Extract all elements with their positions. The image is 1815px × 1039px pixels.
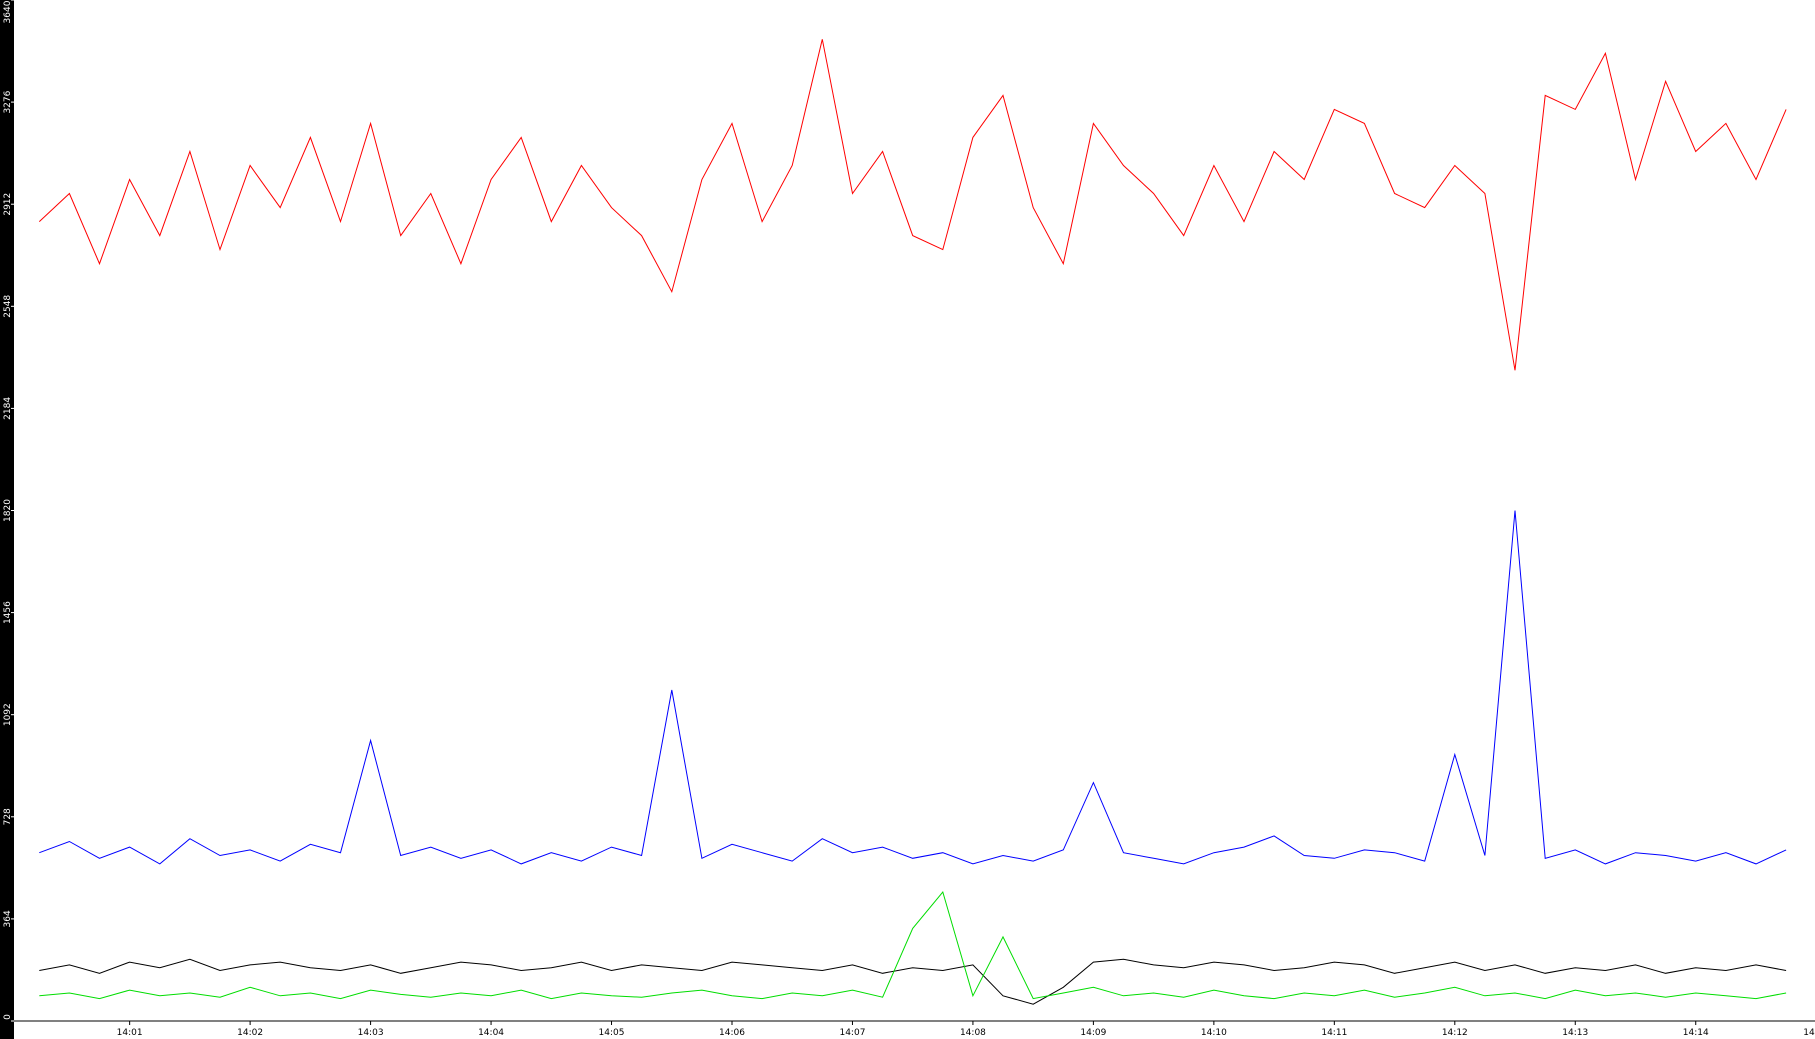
x-tick-label: 14:09: [1080, 1028, 1106, 1038]
y-tick-label: 1456: [3, 601, 13, 624]
y-tick-label: 364: [3, 910, 13, 927]
x-tick-label: 14:15: [1803, 1028, 1815, 1038]
x-tick-label: 14:13: [1562, 1028, 1588, 1038]
y-tick-label: 1092: [3, 703, 13, 726]
y-tick-label: 0: [3, 1014, 13, 1020]
series-line: [39, 890, 1787, 1000]
x-tick-label: 14:04: [478, 1028, 504, 1038]
series-line: [39, 510, 1787, 865]
y-tick-label: 1820: [3, 499, 13, 522]
x-tick-label: 14:10: [1201, 1028, 1227, 1038]
y-tick-label: 3640: [3, 0, 13, 23]
y-axis-strip: [0, 0, 14, 1039]
x-tick-label: 14:01: [117, 1028, 143, 1038]
x-tick-label: 14:03: [358, 1028, 384, 1038]
x-tick-label: 14:12: [1442, 1028, 1468, 1038]
x-tick-label: 14:08: [960, 1028, 986, 1038]
y-tick-label: 2912: [3, 193, 13, 216]
x-tick-label: 14:11: [1321, 1028, 1347, 1038]
y-tick-label: 3276: [3, 90, 13, 113]
series-line: [39, 958, 1787, 1005]
y-tick-label: 2184: [3, 397, 13, 420]
x-tick-label: 14:07: [839, 1028, 865, 1038]
x-tick-label: 14:06: [719, 1028, 745, 1038]
y-tick-label: 2548: [3, 295, 13, 318]
series-line: [38, 39, 1787, 371]
x-tick-label: 14:05: [599, 1028, 625, 1038]
y-tick-label: 728: [3, 808, 13, 825]
x-tick-label: 14:02: [237, 1028, 263, 1038]
x-tick-label: 14:14: [1683, 1028, 1709, 1038]
